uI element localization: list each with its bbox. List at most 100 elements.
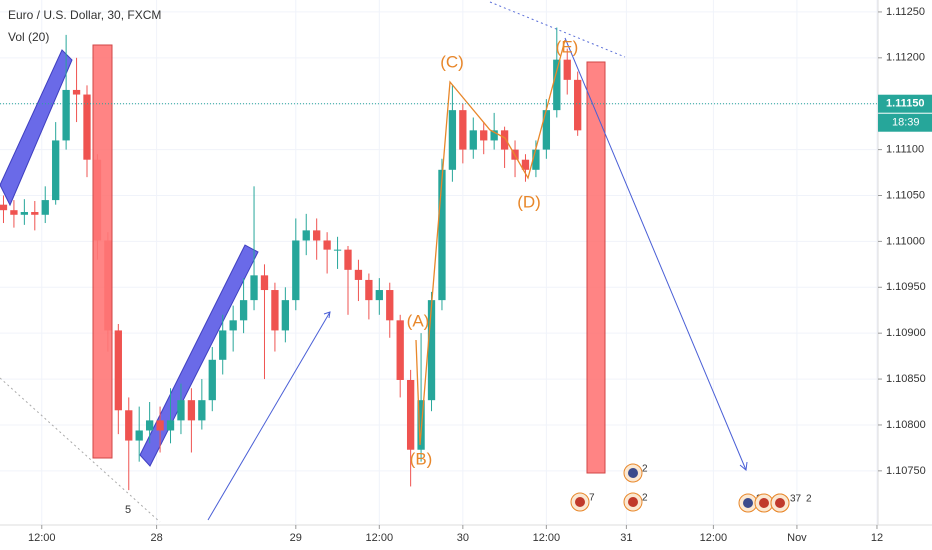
x-tick-label: 12 [871, 532, 883, 544]
candle-body [448, 110, 457, 170]
candle-body [10, 210, 18, 215]
candle-body [31, 212, 39, 215]
wave-label: (E) [556, 37, 579, 56]
y-tick-label: 1.11200 [886, 52, 925, 64]
candle-body [333, 249, 342, 251]
candle-body [125, 410, 133, 441]
candle-body [344, 249, 352, 270]
axes: 1.11250 1.11200 1.11150 1.11100 1.11050 1.110… [0, 6, 932, 544]
event-count: 2 [806, 494, 812, 505]
ellipse-drawing [0, 49, 73, 207]
x-tick-label: 12:00 [700, 532, 728, 544]
x-tick-label: 28 [150, 532, 162, 544]
candle-body [72, 89, 81, 95]
x-tick-label: 31 [620, 532, 632, 544]
candle-body [0, 204, 8, 211]
wave-label: (B) [410, 449, 433, 468]
event-count: 2 [642, 464, 648, 475]
candle-body [532, 149, 540, 170]
drawing-label: 5 [125, 504, 131, 516]
events: 72228372 [570, 463, 812, 513]
candle-body [52, 140, 60, 201]
event-count: 37 [790, 494, 802, 505]
candle-body [250, 275, 258, 301]
candle-body [490, 130, 498, 141]
candle-body [459, 110, 467, 150]
y-tick-label: 1.11100 [886, 144, 924, 156]
event-count: 2 [642, 493, 648, 504]
candle-body [365, 279, 373, 301]
candle-body [177, 400, 185, 421]
y-tick-label: 1.11050 [886, 189, 925, 201]
event-flag [628, 468, 638, 478]
candle-body [375, 290, 383, 301]
candle-body [500, 130, 509, 150]
candle-body [62, 89, 70, 141]
candle-body [135, 430, 143, 441]
x-tick-label: 12:00 [366, 532, 394, 544]
candle-body [323, 240, 331, 250]
candle-body [208, 359, 216, 401]
candle-body [20, 212, 29, 215]
event-flag [759, 498, 769, 508]
event-count: 7 [589, 493, 595, 504]
wave-label: (C) [440, 52, 464, 71]
arrow-head [323, 311, 331, 319]
candle-body [480, 130, 488, 141]
trend-line [0, 377, 161, 523]
candle-body [313, 230, 321, 241]
candle-body [469, 130, 477, 150]
candle-body [219, 330, 227, 360]
y-tick-label: 1.11250 [886, 6, 925, 18]
arrow-head [739, 461, 748, 471]
ellipse-drawing [139, 244, 259, 467]
candle-body [281, 300, 290, 331]
y-tick-label: 1.10950 [886, 281, 926, 293]
arrow-drawing [207, 311, 331, 521]
candle-body [239, 300, 248, 321]
candle-body [563, 59, 571, 80]
candle-body [145, 420, 154, 431]
candle-body [292, 240, 300, 301]
indicator-label: Vol (20) [8, 30, 49, 44]
candle-body [438, 169, 446, 301]
candle-body [271, 290, 279, 331]
x-tick-label: 12:00 [28, 532, 56, 544]
candle-body [187, 400, 196, 421]
rectangle-drawing [92, 44, 113, 459]
event-flag [628, 497, 638, 507]
candle-body [427, 300, 436, 401]
candle-body [553, 59, 561, 111]
event-flag [775, 498, 785, 508]
countdown-label: 18:39 [892, 117, 920, 129]
candle-body [574, 79, 582, 131]
x-tick-label: 30 [457, 532, 469, 544]
candle-body [354, 269, 363, 280]
candle-body [41, 200, 49, 215]
trend-line [489, 1, 626, 58]
candle-body [114, 330, 122, 411]
candle-body [396, 320, 404, 380]
candle-body [156, 420, 164, 431]
candle-body [260, 275, 269, 291]
x-tick-label: 12:00 [533, 532, 561, 544]
y-tick-label: 1.11000 [886, 235, 925, 247]
candle-body [83, 94, 91, 160]
y-tick-label: 1.10850 [886, 373, 926, 385]
last-price-box [878, 94, 932, 113]
wave-label: (A) [407, 311, 430, 330]
candle-body [198, 400, 206, 421]
price-axis [878, 0, 932, 550]
y-tick-label: 1.10800 [886, 419, 926, 431]
rectangle-drawing [586, 61, 606, 474]
candle-body [542, 110, 551, 150]
y-tick-label: 1.10900 [886, 327, 926, 339]
event-flag [743, 498, 753, 508]
candle-body [166, 420, 175, 431]
x-tick-label: Nov [787, 532, 807, 544]
x-tick-label: 29 [290, 532, 302, 544]
candle-body [386, 290, 394, 321]
event-flag [575, 497, 585, 507]
